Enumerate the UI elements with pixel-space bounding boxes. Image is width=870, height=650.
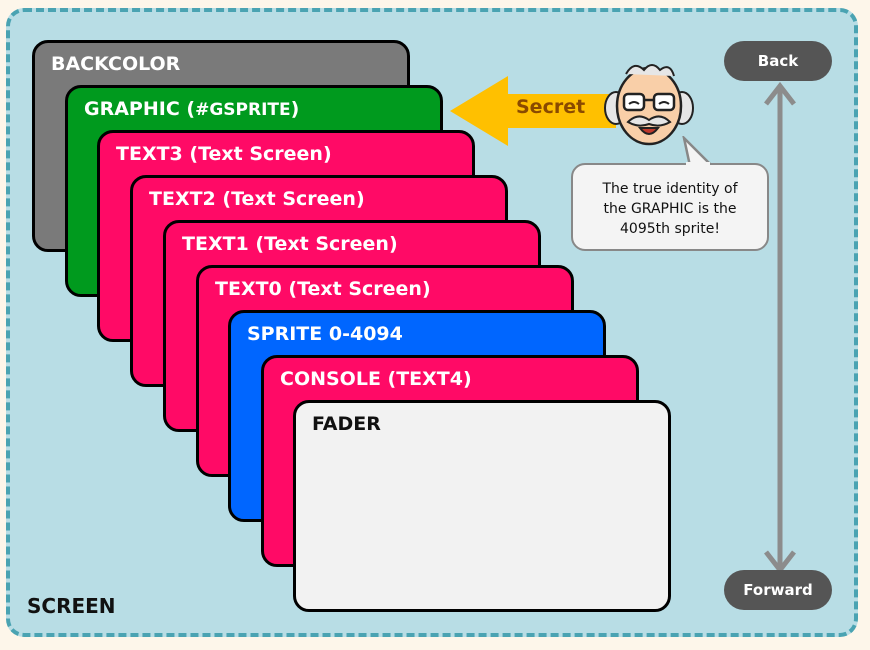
layer-sprite-label: SPRITE 0-4094 — [247, 323, 403, 345]
layer-fader: FADER — [293, 400, 671, 612]
layer-backcolor-label: BACKCOLOR — [51, 53, 181, 75]
professor-icon — [604, 64, 694, 146]
bubble-line: The true identity of — [602, 181, 738, 197]
bubble-seam — [686, 162, 710, 167]
screen-label: SCREEN — [27, 594, 116, 618]
forward-pill: Forward — [724, 570, 832, 610]
bubble-line: 4095th sprite! — [620, 221, 720, 237]
secret-label: Secret — [516, 96, 586, 118]
layer-text2-label: TEXT2 (Text Screen) — [149, 188, 365, 210]
layer-text0-label: TEXT0 (Text Screen) — [215, 278, 431, 300]
layer-graphic-label: GRAPHIC (#GSPRITE) — [84, 98, 300, 120]
layer-text1-label: TEXT1 (Text Screen) — [182, 233, 398, 255]
layer-fader-label: FADER — [312, 413, 381, 435]
order-axis-arrow — [764, 81, 796, 575]
secret-arrow — [450, 76, 616, 146]
bubble-line: the GRAPHIC is the — [603, 201, 737, 217]
back-pill: Back — [724, 41, 832, 81]
speech-bubble: The true identity of the GRAPHIC is the … — [571, 163, 769, 251]
layer-text3-label: TEXT3 (Text Screen) — [116, 143, 332, 165]
layer-console-label: CONSOLE (TEXT4) — [280, 368, 472, 390]
